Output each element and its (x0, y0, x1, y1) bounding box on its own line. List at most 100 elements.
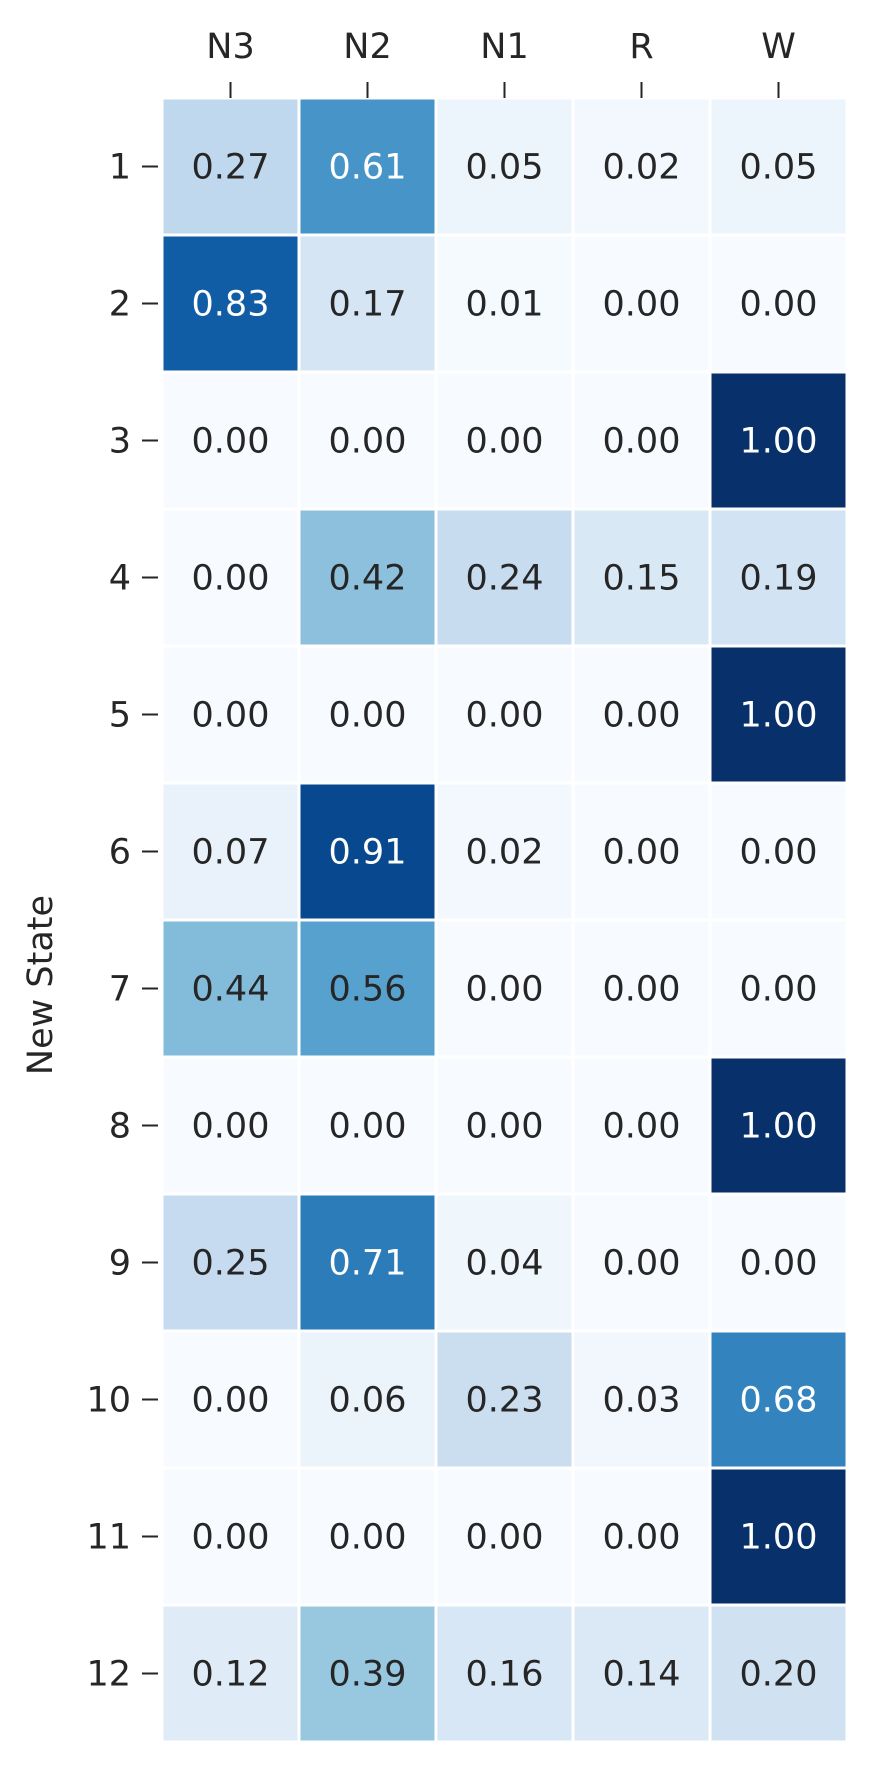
y-tick-label: 7 (109, 970, 131, 1010)
cell-value-label: 0.05 (740, 148, 818, 188)
cell-r9-n2 (297, 1192, 438, 1333)
cell-value-label: 0.02 (603, 148, 681, 188)
cell-r10-n1 (434, 1329, 575, 1470)
cell-value-label: 0.00 (192, 559, 270, 599)
cell-r4-n2 (297, 507, 438, 648)
cell-value-label: 1.00 (740, 696, 818, 736)
cell-r4-w (708, 507, 849, 648)
cell-value-label: 0.44 (192, 970, 270, 1010)
cell-r5-n2 (297, 644, 438, 785)
cell-value-label: 0.00 (603, 1107, 681, 1147)
cell-value-label: 0.01 (466, 285, 544, 325)
x-tick-label: N2 (343, 27, 391, 67)
cell-r11-n3 (160, 1466, 301, 1607)
cell-value-label: 0.39 (329, 1655, 407, 1695)
cell-r11-r (571, 1466, 712, 1607)
cell-value-label: 0.00 (192, 696, 270, 736)
cell-value-label: 0.23 (466, 1381, 544, 1421)
cell-r4-r (571, 507, 712, 648)
x-tick-label: R (629, 27, 653, 67)
cell-value-label: 0.00 (329, 422, 407, 462)
cell-value-label: 0.03 (603, 1381, 681, 1421)
cell-value-label: 0.00 (740, 1244, 818, 1284)
cell-value-label: 0.00 (466, 422, 544, 462)
cell-value-label: 0.00 (740, 833, 818, 873)
cell-r8-n2 (297, 1055, 438, 1196)
cell-r9-n1 (434, 1192, 575, 1333)
cell-r6-n1 (434, 781, 575, 922)
cell-value-label: 0.00 (603, 970, 681, 1010)
x-axis: N3 N2 N1 R W (206, 27, 796, 98)
cell-value-label: 0.00 (603, 285, 681, 325)
cell-r11-n1 (434, 1466, 575, 1607)
cell-r7-n3 (160, 918, 301, 1059)
cell-value-label: 0.56 (329, 970, 407, 1010)
cell-r12-n3 (160, 1603, 301, 1744)
cell-r12-w (708, 1603, 849, 1744)
x-tick-label: N1 (480, 27, 528, 67)
cell-value-label: 1.00 (740, 1107, 818, 1147)
y-tick-label: 2 (109, 285, 131, 325)
cell-value-label: 0.91 (329, 833, 407, 873)
x-tick-label: N3 (206, 27, 254, 67)
cell-value-label: 0.61 (329, 148, 407, 188)
cell-value-label: 0.68 (740, 1381, 818, 1421)
cell-value-label: 0.00 (466, 1518, 544, 1558)
cell-r12-n2 (297, 1603, 438, 1744)
cell-value-label: 0.00 (603, 422, 681, 462)
cell-r1-n3 (160, 96, 301, 237)
cell-r2-n1 (434, 233, 575, 374)
cell-r10-n3 (160, 1329, 301, 1470)
y-tick-label: 6 (109, 833, 131, 873)
cell-r9-w (708, 1192, 849, 1333)
cell-value-label: 0.00 (603, 1518, 681, 1558)
cell-value-label: 0.00 (466, 970, 544, 1010)
cell-r5-n1 (434, 644, 575, 785)
cell-r4-n3 (160, 507, 301, 648)
cell-value-label: 0.00 (603, 833, 681, 873)
y-tick-label: 5 (109, 696, 131, 736)
cell-r4-n1 (434, 507, 575, 648)
cell-value-label: 0.00 (192, 1518, 270, 1558)
y-axis-label: New State (21, 895, 61, 1075)
cell-r8-w (708, 1055, 849, 1196)
cell-value-label: 0.00 (329, 696, 407, 736)
cell-r5-n3 (160, 644, 301, 785)
cell-value-label: 0.17 (329, 285, 407, 325)
cell-value-label: 0.00 (329, 1518, 407, 1558)
cell-value-label: 0.05 (466, 148, 544, 188)
y-tick-label: 11 (86, 1518, 131, 1558)
cell-value-label: 1.00 (740, 1518, 818, 1558)
cell-r6-w (708, 781, 849, 922)
cell-r1-n2 (297, 96, 438, 237)
cell-value-label: 0.00 (603, 1244, 681, 1284)
y-tick-label: 10 (86, 1381, 131, 1421)
cell-value-label: 0.00 (192, 422, 270, 462)
cell-value-label: 0.00 (740, 970, 818, 1010)
cell-value-label: 0.83 (192, 285, 270, 325)
y-tick-label: 9 (109, 1244, 131, 1284)
cell-r8-n3 (160, 1055, 301, 1196)
cell-value-label: 0.24 (466, 559, 544, 599)
y-tick-label: 12 (86, 1655, 131, 1695)
cell-value-label: 0.00 (603, 696, 681, 736)
cell-r12-r (571, 1603, 712, 1744)
y-tick-label: 8 (109, 1107, 131, 1147)
cell-r3-n2 (297, 370, 438, 511)
cell-value-label: 0.06 (329, 1381, 407, 1421)
cell-value-label: 0.19 (740, 559, 818, 599)
cell-value-label: 0.27 (192, 148, 270, 188)
cell-r11-w (708, 1466, 849, 1607)
y-tick-label: 1 (109, 148, 131, 188)
cell-r8-r (571, 1055, 712, 1196)
cell-r3-r (571, 370, 712, 511)
cell-value-label: 0.04 (466, 1244, 544, 1284)
cell-r2-n3 (160, 233, 301, 374)
x-tick-label: W (761, 27, 796, 67)
cell-value-label: 0.25 (192, 1244, 270, 1284)
cell-value-label: 0.16 (466, 1655, 544, 1695)
cell-r10-r (571, 1329, 712, 1470)
cell-r2-w (708, 233, 849, 374)
